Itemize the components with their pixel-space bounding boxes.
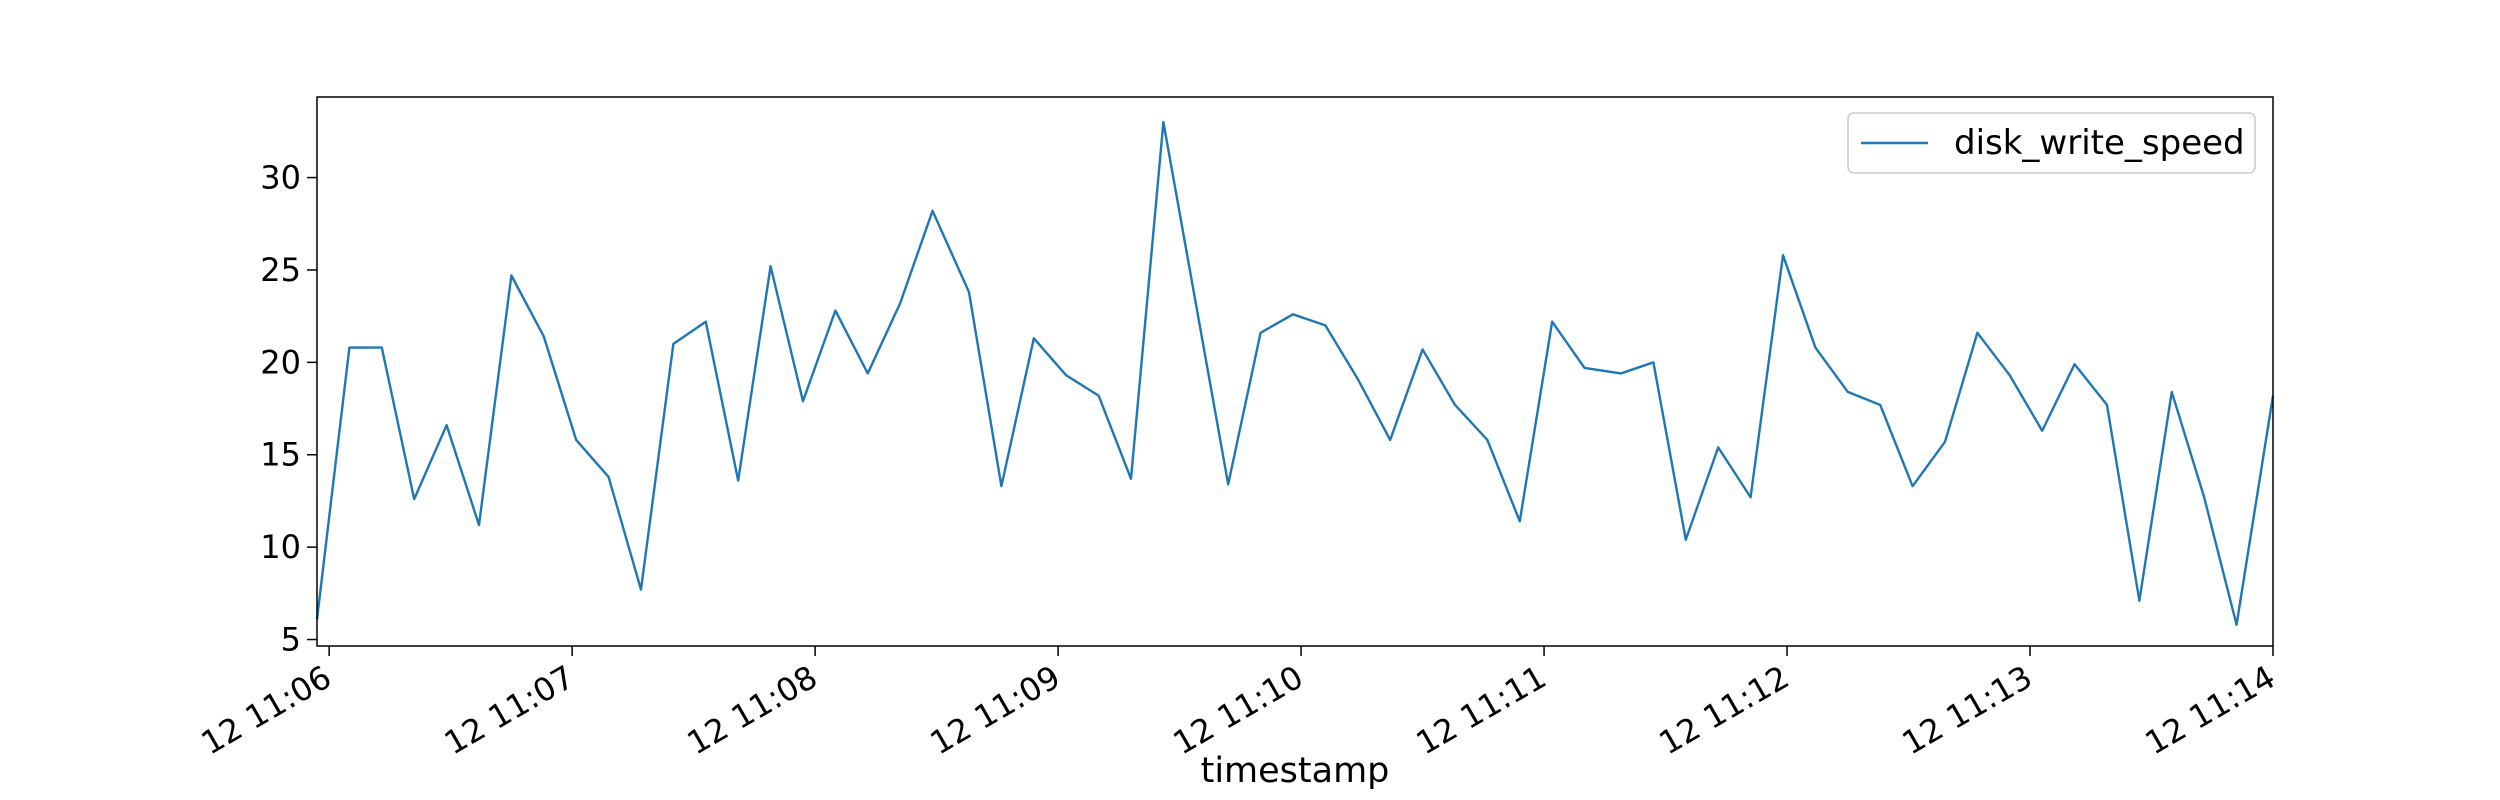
x-tick-label: 12 11:09 (924, 658, 1067, 762)
x-axis-label: timestamp (1201, 751, 1390, 791)
data-line (315, 120, 2275, 626)
legend: disk_write_speed (1847, 112, 2256, 174)
x-tick-label: 12 11:10 (1167, 658, 1310, 762)
x-tick-label: 12 11:12 (1653, 658, 1796, 762)
y-tick-label: 5 (281, 621, 301, 659)
legend-label: disk_write_speed (1954, 123, 2245, 163)
plot-frame (316, 96, 2274, 647)
x-tick-label: 12 11:11 (1410, 658, 1553, 762)
x-tick-label: 12 11:14 (2139, 658, 2282, 762)
x-tick-label: 12 11:13 (1896, 658, 2039, 762)
y-tick-label: 10 (260, 528, 301, 566)
y-tick-label: 30 (260, 159, 301, 197)
y-tick-label: 20 (260, 343, 301, 381)
x-tick-label: 12 11:08 (681, 658, 824, 762)
legend-box (1847, 112, 2256, 174)
y-tick-label: 25 (260, 251, 301, 289)
x-tick-label: 12 11:07 (438, 658, 581, 762)
x-tick-label: 12 11:06 (195, 658, 338, 762)
y-tick-label: 15 (260, 436, 301, 474)
